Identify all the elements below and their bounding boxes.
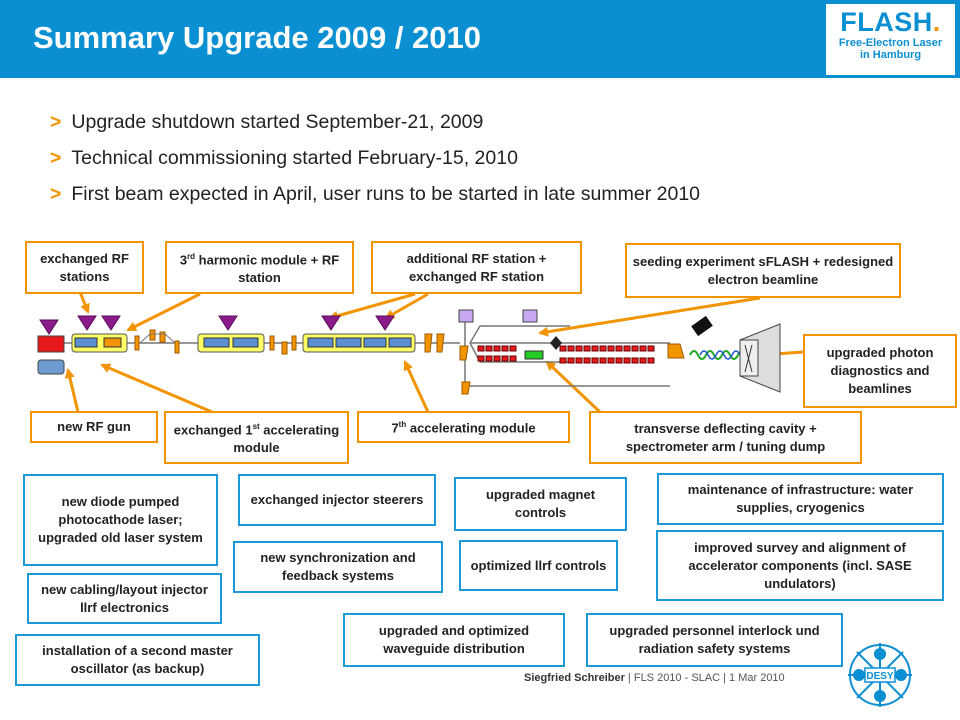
photon-hall bbox=[740, 324, 780, 392]
bunch-compressor-2 bbox=[270, 336, 296, 354]
label-transverse-cavity: transverse deflecting cavity + spectrome… bbox=[589, 411, 862, 464]
page-title: Summary Upgrade 2009 / 2010 bbox=[33, 20, 481, 56]
label-new-rf-gun: new RF gun bbox=[30, 411, 158, 443]
bunch-compressor-1 bbox=[135, 330, 179, 353]
beamline bbox=[60, 310, 670, 386]
flash-logo-text: FLASH. bbox=[826, 7, 955, 37]
bullet-item: > Technical commissioning started Februar… bbox=[50, 144, 930, 180]
label-seventh-module: 7th accelerating module bbox=[357, 411, 570, 443]
item-injector-steerers: exchanged injector steerers bbox=[238, 474, 436, 526]
item-infrastructure: maintenance of infrastructure: water sup… bbox=[657, 473, 944, 525]
header-bar: Summary Upgrade 2009 / 2010 FLASH. Free-… bbox=[0, 0, 960, 78]
seeding-box-1 bbox=[459, 310, 473, 322]
sase-undulators bbox=[560, 346, 654, 363]
annotation-arrows bbox=[68, 292, 803, 412]
seeding-undulators bbox=[478, 346, 516, 361]
item-survey-alignment: improved survey and alignment of acceler… bbox=[656, 530, 944, 601]
bullet-marker: > bbox=[50, 183, 61, 205]
photon-beam bbox=[690, 351, 746, 359]
module-2 bbox=[198, 334, 264, 352]
transverse-deflecting-cavity bbox=[525, 351, 543, 359]
module-1 bbox=[72, 334, 127, 352]
module-3 bbox=[303, 334, 415, 352]
desy-logo-text: DESY bbox=[866, 671, 894, 682]
rf-gun bbox=[38, 336, 64, 352]
bullet-item: > First beam expected in April, user runs… bbox=[50, 180, 930, 216]
flash-logo: FLASH. Free-Electron Laser in Hamburg bbox=[825, 3, 956, 76]
bullet-marker: > bbox=[50, 147, 61, 169]
label-exchanged-rf-stations: exchanged RF stations bbox=[25, 241, 144, 294]
item-magnet-controls: upgraded magnet controls bbox=[454, 477, 627, 531]
item-synchronization: new synchronization and feedback systems bbox=[233, 541, 443, 593]
label-third-harmonic: 3rd harmonic module + RF station bbox=[165, 241, 354, 294]
collimator bbox=[425, 334, 432, 352]
gun-laser-block bbox=[38, 360, 64, 374]
item-waveguide: upgraded and optimized waveguide distrib… bbox=[343, 613, 565, 667]
klystron-symbols bbox=[40, 316, 394, 334]
bullet-list: > Upgrade shutdown started September-21, … bbox=[50, 108, 930, 216]
flash-logo-subtitle-1: Free-Electron Laser bbox=[826, 37, 955, 49]
item-diode-laser: new diode pumped photocathode laser; upg… bbox=[23, 474, 218, 566]
label-additional-rf: additional RF station + exchanged RF sta… bbox=[371, 241, 582, 294]
flash-logo-subtitle-2: in Hamburg bbox=[826, 49, 955, 61]
bullet-item: > Upgrade shutdown started September-21, … bbox=[50, 108, 930, 144]
desy-logo: DESY bbox=[845, 640, 915, 710]
dump-dipole bbox=[668, 344, 684, 358]
bullet-marker: > bbox=[50, 111, 61, 133]
item-master-oscillator: installation of a second master oscillat… bbox=[15, 634, 260, 686]
label-first-module: exchanged 1st accelerating module bbox=[164, 411, 349, 464]
label-photon-diagnostics: upgraded photon diagnostics and beamline… bbox=[803, 334, 957, 408]
item-interlock: upgraded personnel interlock und radiati… bbox=[586, 613, 843, 667]
item-llrf-controls: optimized llrf controls bbox=[459, 540, 618, 591]
dump-block bbox=[691, 316, 713, 336]
seeding-box-2 bbox=[523, 310, 537, 322]
item-cabling: new cabling/layout injector llrf electro… bbox=[27, 573, 222, 624]
label-seeding: seeding experiment sFLASH + redesigned e… bbox=[625, 243, 901, 298]
footer-credit: Siegfried Schreiber | FLS 2010 - SLAC | … bbox=[524, 672, 785, 684]
